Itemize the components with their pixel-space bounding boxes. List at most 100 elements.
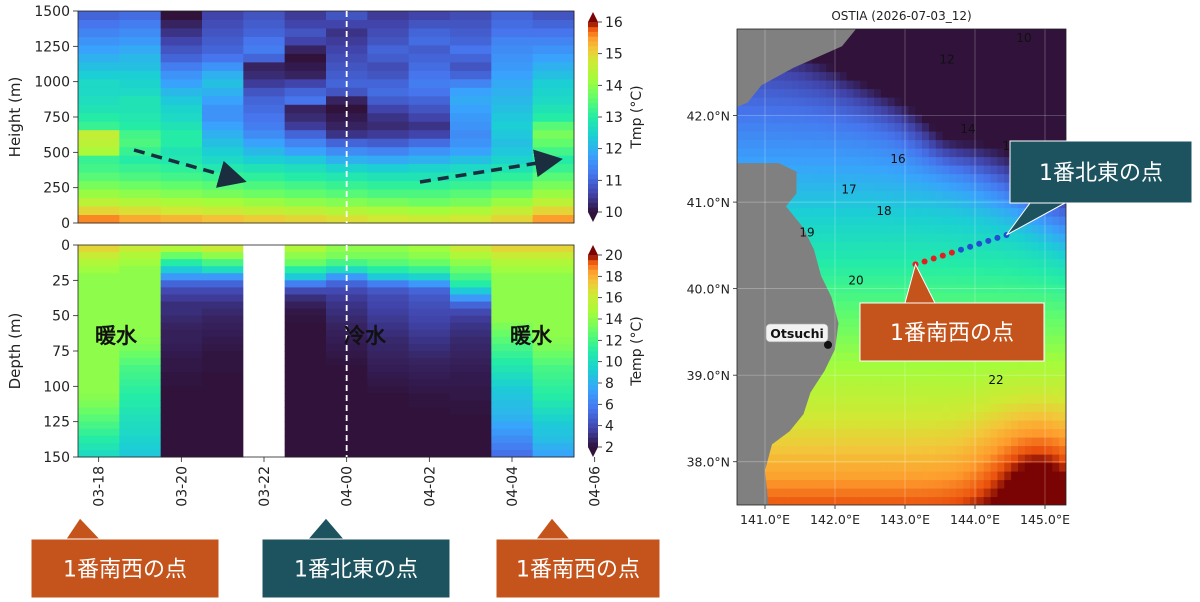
sst-cell xyxy=(915,165,923,175)
sst-cell xyxy=(784,445,793,455)
sst-cell xyxy=(983,80,992,90)
sst-cell xyxy=(1011,369,1019,379)
upper-heatmap-cell xyxy=(202,53,244,63)
sst-cell xyxy=(1052,97,1060,107)
sst-cell xyxy=(1018,241,1026,251)
sst-cell xyxy=(997,105,1005,115)
sst-cell xyxy=(757,105,766,115)
sst-cell xyxy=(805,173,813,183)
sst-cell xyxy=(1038,420,1047,430)
upper-heatmap-cell xyxy=(408,138,451,148)
sst-cell xyxy=(976,420,985,430)
sst-cell xyxy=(880,394,889,404)
lower-heatmap-cell xyxy=(450,287,492,295)
upper-heatmap-cell xyxy=(119,19,162,29)
sst-cell xyxy=(915,71,923,81)
sst-cell xyxy=(1059,54,1066,64)
sst-cell xyxy=(1018,199,1026,209)
sst-cell xyxy=(812,207,820,217)
sst-cell xyxy=(1004,80,1012,90)
upper-heatmap-cell xyxy=(284,87,327,97)
upper-heatmap-cell xyxy=(408,206,451,216)
sst-cell xyxy=(1038,411,1047,421)
lower-colorbar-segment xyxy=(588,283,598,289)
lower-heatmap-cell xyxy=(450,400,492,409)
upper-colorbar-tick-label: 14 xyxy=(605,78,623,94)
lower-heatmap-cell xyxy=(160,308,203,317)
sst-cell xyxy=(853,258,861,268)
sst-cell xyxy=(812,131,820,141)
sst-cell xyxy=(853,122,861,132)
sst-cell xyxy=(1045,377,1053,387)
sst-cell xyxy=(976,54,985,64)
sst-cell xyxy=(874,63,882,73)
sst-cell xyxy=(846,386,855,396)
sst-cell xyxy=(874,97,882,107)
lower-heatmap-cell xyxy=(450,245,492,253)
sst-cell xyxy=(1038,394,1047,404)
sst-cell xyxy=(956,97,964,107)
sst-cell xyxy=(901,233,909,243)
sst-cell xyxy=(894,428,903,438)
sst-cell xyxy=(846,275,855,285)
sst-cell xyxy=(983,114,992,124)
sst-cell xyxy=(983,258,992,268)
sst-cell xyxy=(976,369,985,379)
sst-cell xyxy=(922,148,930,158)
sst-cell xyxy=(915,182,923,192)
sst-cell xyxy=(935,207,944,217)
sst-cell xyxy=(874,386,882,396)
lower-heatmap-cell xyxy=(450,273,492,281)
sst-cell xyxy=(915,131,923,141)
sst-cell xyxy=(928,420,937,430)
sst-cell xyxy=(839,292,848,302)
lower-heatmap-cell xyxy=(119,280,162,288)
sst-cell xyxy=(997,420,1005,430)
sst-cell xyxy=(743,122,752,132)
lower-colorbar-segment xyxy=(588,279,598,285)
sst-cell xyxy=(901,80,909,90)
upper-colorbar-segment xyxy=(588,121,598,127)
sst-cell xyxy=(846,105,855,115)
lower-heatmap-cell xyxy=(326,329,368,338)
sst-cell xyxy=(963,122,971,132)
sst-cell xyxy=(846,437,855,447)
sst-cell xyxy=(990,267,999,277)
sst-cell xyxy=(970,199,978,209)
lower-heatmap-cell xyxy=(408,287,451,295)
sst-cell xyxy=(990,462,999,472)
sst-cell xyxy=(798,88,807,98)
sst-cell xyxy=(791,88,800,98)
sst-cell xyxy=(839,63,848,73)
sst-cell xyxy=(778,80,786,90)
sst-cell xyxy=(1031,80,1040,90)
sst-cell xyxy=(1011,377,1019,387)
sst-cell xyxy=(860,29,868,39)
upper-colorbar-segment xyxy=(588,183,598,189)
sst-cell xyxy=(812,233,820,243)
sst-cell xyxy=(887,182,896,192)
sst-cell xyxy=(970,46,978,56)
sst-cell xyxy=(1052,46,1060,56)
sst-cell xyxy=(942,394,951,404)
sst-cell xyxy=(750,105,759,115)
lower-heatmap-cell xyxy=(202,393,244,401)
sst-cell xyxy=(860,267,868,277)
sst-cell xyxy=(832,411,841,421)
upper-heatmap-cell xyxy=(284,129,327,139)
sst-cell xyxy=(915,462,923,472)
sst-cell xyxy=(839,182,848,192)
lower-heatmap-cell xyxy=(532,287,575,295)
sst-cell xyxy=(894,122,903,132)
sst-cell xyxy=(812,445,820,455)
sst-cell xyxy=(1024,360,1033,370)
sst-cell xyxy=(928,462,937,472)
sst-cell xyxy=(867,148,875,158)
sst-cell xyxy=(1011,233,1019,243)
lower-heatmap-cell xyxy=(160,407,203,416)
sst-cell xyxy=(771,488,779,498)
sst-cell xyxy=(791,165,800,175)
sst-cell xyxy=(1004,173,1012,183)
sst-cell xyxy=(894,292,903,302)
sst-cell xyxy=(970,462,978,472)
